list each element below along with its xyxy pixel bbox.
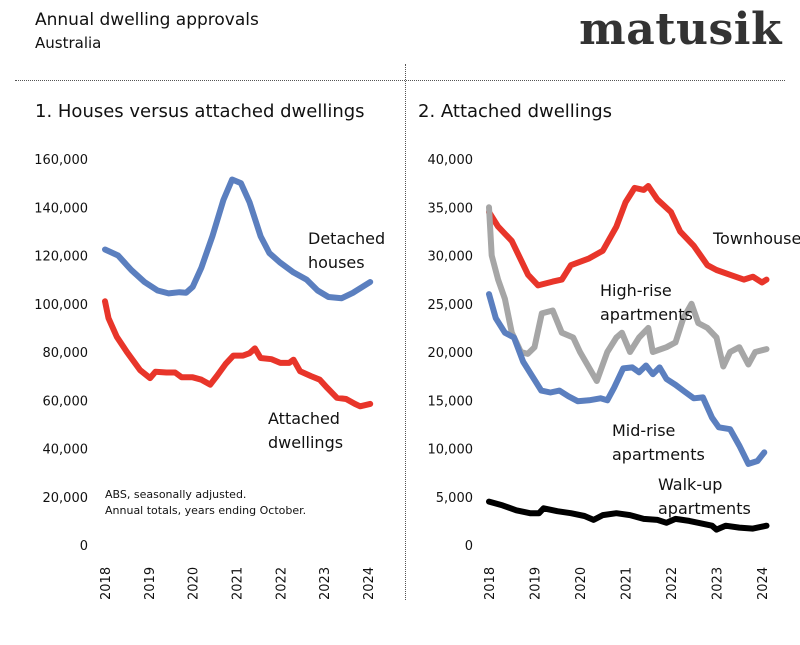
panel-2-y-tick-label: 15,000: [428, 394, 474, 409]
panel-1-y-tick-label: 20,000: [43, 491, 89, 506]
series-line-walk-up-apartments: [486, 498, 770, 533]
panel-2-x-tick-label: 2019: [529, 567, 544, 600]
figure-title: Annual dwelling approvals: [35, 10, 259, 30]
series-label-walk-up-apartments: apartments: [658, 499, 751, 518]
panel-2-y-tick-label: 5,000: [436, 491, 473, 506]
series-label-high-rise-apartments: High-rise: [600, 281, 672, 300]
series-label-high-rise-apartments: apartments: [600, 305, 693, 324]
panel-2-x-tick-label: 2024: [756, 567, 771, 600]
panel-1-y-tick-label: 100,000: [34, 298, 88, 313]
panel-divider: [405, 64, 406, 600]
series-label-attached-dwellings: Attached: [268, 409, 340, 428]
matusik-logo: matusik: [579, 4, 782, 55]
panel-1-y-tick-label: 160,000: [34, 153, 88, 168]
series-line-high-rise-apartments: [486, 204, 770, 384]
series-line-townhouse: [486, 183, 770, 289]
series-line-mid-rise-apartments: [486, 291, 768, 467]
panel-1-y-tick-label: 40,000: [43, 443, 89, 458]
panel-2-x-tick-label: 2023: [711, 567, 726, 600]
panel-1-title: 1. Houses versus attached dwellings: [35, 101, 365, 122]
panel-2-y-tick-label: 10,000: [428, 443, 474, 458]
source-note-line-2: Annual totals, years ending October.: [105, 504, 307, 517]
panel-1-x-tick-label: 2019: [143, 567, 158, 600]
panel-1-x-tick-label: 2021: [231, 567, 246, 600]
panel-2-x-tick-label: 2022: [665, 567, 680, 600]
series-line-detached-houses: [102, 176, 374, 302]
series-label-detached-houses: Detached: [308, 229, 385, 248]
series-label-walk-up-apartments: Walk-up: [658, 475, 722, 494]
panel-1-y-tick-label: 0: [80, 539, 88, 554]
source-note-line-1: ABS, seasonally adjusted.: [105, 488, 247, 501]
series-line-attached-dwellings: [102, 298, 374, 410]
panel-1-x-tick-label: 2023: [318, 567, 333, 600]
header-divider: [15, 80, 785, 81]
panel-2-y-tick-label: 20,000: [428, 346, 474, 361]
series-label-attached-dwellings: dwellings: [268, 433, 343, 452]
panel-2-x-tick-label: 2018: [483, 567, 498, 600]
panel-2-y-tick-label: 25,000: [428, 298, 474, 313]
series-label-mid-rise-apartments: apartments: [612, 445, 705, 464]
panel-2-x-tick-label: 2020: [574, 567, 589, 600]
series-label-mid-rise-apartments: Mid-rise: [612, 421, 675, 440]
panel-1-x-tick-label: 2018: [99, 567, 114, 600]
panel-2-y-tick-label: 30,000: [428, 250, 474, 265]
panel-1-x-tick-label: 2024: [362, 567, 377, 600]
figure-subtitle: Australia: [35, 34, 102, 52]
panel-1-y-tick-label: 60,000: [43, 394, 89, 409]
series-label-detached-houses: houses: [308, 253, 365, 272]
series-label-townhouse: Townhouse: [712, 229, 800, 248]
panel-1-y-tick-label: 80,000: [43, 346, 89, 361]
panel-2-y-tick-label: 40,000: [428, 153, 474, 168]
panel-1-x-tick-label: 2020: [187, 567, 202, 600]
panel-1-y-tick-label: 140,000: [34, 201, 88, 216]
panel-2-title: 2. Attached dwellings: [418, 101, 613, 122]
panel-1-x-tick-label: 2022: [274, 567, 289, 600]
panel-1-y-tick-label: 120,000: [34, 250, 88, 265]
panel-2-y-tick-label: 35,000: [428, 201, 474, 216]
panel-2-y-tick-label: 0: [465, 539, 473, 554]
panel-2-x-tick-label: 2021: [620, 567, 635, 600]
